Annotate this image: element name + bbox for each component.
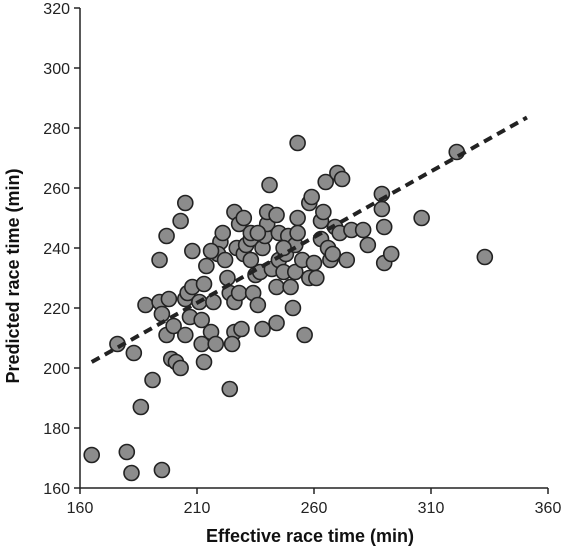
data-point <box>282 278 299 296</box>
data-point <box>160 290 178 308</box>
data-point <box>382 245 400 263</box>
data-point <box>172 212 189 230</box>
data-point <box>254 320 271 338</box>
data-point <box>177 326 194 344</box>
x-tick-label: 260 <box>301 500 328 517</box>
data-point <box>476 248 494 266</box>
data-point <box>132 398 150 416</box>
data-point <box>216 251 234 269</box>
y-tick-label: 320 <box>43 1 70 18</box>
data-point <box>303 188 320 206</box>
x-tick-label: 210 <box>184 500 211 517</box>
data-point <box>230 284 248 302</box>
data-point <box>268 314 285 332</box>
data-point <box>373 200 391 218</box>
data-point <box>359 236 377 254</box>
data-point <box>151 251 168 269</box>
data-point <box>268 206 285 224</box>
data-point <box>268 278 285 296</box>
data-point <box>289 134 306 152</box>
x-tick-label: 160 <box>67 500 94 517</box>
data-point <box>317 173 335 191</box>
x-axis-ticks: 160 210 260 310 360 <box>67 488 562 517</box>
y-tick-label: 260 <box>43 181 70 198</box>
data-point <box>233 320 250 338</box>
y-tick-label: 220 <box>43 301 70 318</box>
trendline <box>90 115 528 364</box>
data-point <box>242 251 260 269</box>
data-point <box>137 296 154 314</box>
y-tick-label: 180 <box>43 421 70 438</box>
data-points <box>83 134 494 482</box>
x-axis-title: Effective race time (min) <box>206 526 414 546</box>
data-point <box>333 170 351 188</box>
x-tick-label: 360 <box>535 500 562 517</box>
data-point <box>144 371 161 389</box>
data-point <box>375 218 393 236</box>
data-point <box>153 461 171 479</box>
data-point <box>324 245 342 263</box>
data-point <box>289 209 306 227</box>
data-point <box>118 443 136 461</box>
data-point <box>284 299 302 317</box>
plot-area: 160 210 260 310 360 160 180 200 220 240 260 280 300… <box>43 1 561 517</box>
data-point <box>214 224 232 242</box>
data-point <box>261 176 278 194</box>
data-point <box>202 242 220 260</box>
data-point <box>123 464 140 482</box>
data-point <box>207 335 225 353</box>
data-point <box>286 263 304 281</box>
data-point <box>296 326 313 344</box>
data-point <box>195 353 213 371</box>
data-point <box>193 311 210 329</box>
data-point <box>195 275 213 293</box>
data-point <box>289 224 306 242</box>
data-point <box>413 209 430 227</box>
y-axis-ticks: 160 180 200 220 240 260 280 300 320 <box>43 1 80 498</box>
data-point <box>305 254 323 272</box>
data-point <box>315 203 332 221</box>
y-tick-label: 280 <box>43 121 70 138</box>
data-point <box>223 335 241 353</box>
data-point <box>153 305 171 323</box>
data-point <box>221 380 239 398</box>
y-tick-label: 240 <box>43 241 70 258</box>
data-point <box>177 194 194 212</box>
data-point <box>125 344 143 362</box>
data-point <box>308 269 325 287</box>
y-axis-title: Predicted race time (min) <box>3 168 23 383</box>
data-point <box>158 227 175 245</box>
data-point <box>235 209 253 227</box>
data-point <box>198 257 215 275</box>
data-point <box>249 296 267 314</box>
data-point <box>165 317 182 335</box>
data-point <box>205 293 222 311</box>
data-point <box>184 242 201 260</box>
data-point <box>249 224 267 242</box>
data-point <box>172 359 189 377</box>
data-point <box>338 251 356 269</box>
y-tick-label: 300 <box>43 61 70 78</box>
x-tick-label: 310 <box>418 500 445 517</box>
y-tick-label: 200 <box>43 361 70 378</box>
data-point <box>219 269 236 287</box>
data-point <box>83 446 100 464</box>
data-point <box>354 221 372 239</box>
y-tick-label: 160 <box>43 481 70 498</box>
